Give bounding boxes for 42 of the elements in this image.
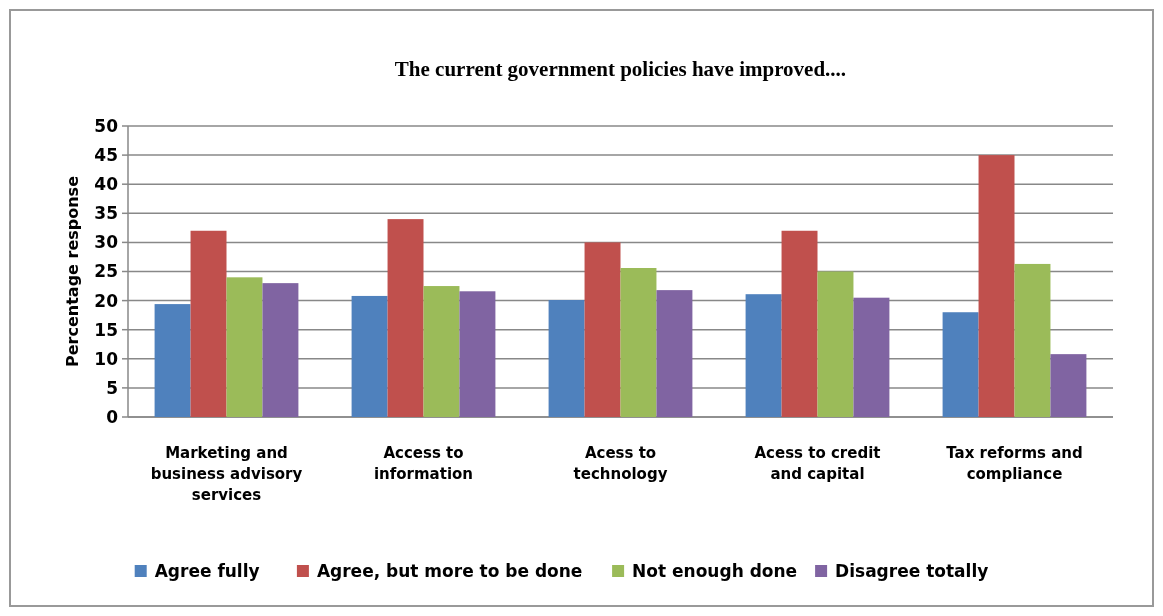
y-tick-label: 35 <box>94 203 118 224</box>
bar <box>226 277 263 417</box>
y-tick-label: 10 <box>94 348 119 369</box>
x-tick-label: Marketing and business advisory services <box>150 444 303 504</box>
bar <box>459 291 496 417</box>
chart-title: The current government policies have improved.... <box>394 57 847 81</box>
bar <box>1050 354 1087 417</box>
bar <box>423 286 460 417</box>
bar <box>620 268 657 417</box>
legend-label: Not enough done <box>632 560 798 581</box>
x-tick-label: Acess to technology <box>573 444 668 483</box>
legend-label: Agree fully <box>154 560 260 581</box>
y-tick-label: 40 <box>94 174 119 195</box>
bar <box>1014 263 1051 417</box>
y-tick-label: 20 <box>94 290 119 311</box>
bar <box>262 283 299 417</box>
x-tick-label: Access to information <box>373 444 474 483</box>
bar <box>656 290 693 417</box>
y-tick-label: 15 <box>94 319 118 340</box>
bar <box>853 297 890 417</box>
y-tick-label: 45 <box>94 145 118 166</box>
bar <box>781 230 818 417</box>
bar <box>978 155 1015 417</box>
bar <box>745 294 782 417</box>
legend-label: Disagree totally <box>835 560 989 581</box>
x-tick-label: Acess to credit and capital <box>754 444 881 483</box>
y-tick-label: 50 <box>94 115 119 136</box>
bar <box>154 304 191 417</box>
legend-label: Agree, but more to be done <box>316 560 583 581</box>
bar <box>942 312 979 417</box>
bar <box>584 242 621 417</box>
bar <box>817 271 854 417</box>
y-tick-label: 5 <box>106 377 118 398</box>
y-tick-label: 25 <box>94 261 118 282</box>
bar <box>548 300 585 417</box>
bar <box>190 230 227 417</box>
y-tick-label: 0 <box>106 406 119 427</box>
y-tick-label: 30 <box>94 232 119 253</box>
x-tick-label: Tax reforms and compliance <box>946 444 1083 483</box>
bar <box>387 219 424 417</box>
bar <box>351 295 388 417</box>
y-axis-title: Percentage response <box>63 175 82 367</box>
